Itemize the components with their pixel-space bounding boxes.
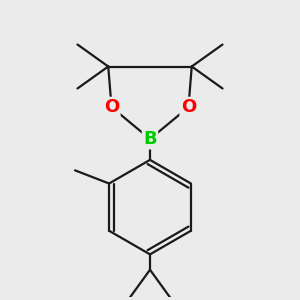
Text: B: B [143, 130, 157, 148]
Text: O: O [104, 98, 119, 116]
Text: O: O [181, 98, 196, 116]
